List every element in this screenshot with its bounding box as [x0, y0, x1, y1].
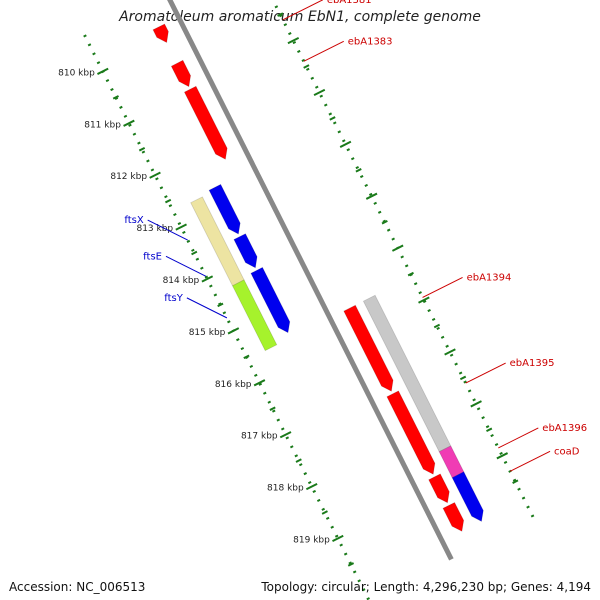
- gene-label-ftsX: ftsX: [124, 215, 143, 226]
- tick-mark: [295, 458, 302, 463]
- tick-label-6: 816 kbp: [215, 380, 252, 390]
- tick-mark: [287, 36, 300, 45]
- label-leader-1: [303, 40, 344, 62]
- tick-mark: [321, 510, 328, 515]
- gene-label-ftsY: ftsY: [164, 293, 183, 304]
- tick-mark: [418, 296, 430, 304]
- tick-mark: [347, 562, 355, 567]
- label-leader-4: [186, 297, 228, 319]
- tick-mark: [305, 482, 318, 491]
- tick-mark: [355, 168, 362, 173]
- tick-label-3: 813 kbp: [136, 224, 173, 234]
- tick-label-4: 814 kbp: [163, 276, 200, 286]
- tick-mark: [407, 271, 414, 277]
- label-leader-8: [509, 450, 551, 472]
- tick-mark: [269, 406, 276, 411]
- tick-mark: [339, 140, 352, 148]
- gene-feature-ebA1396: [428, 473, 450, 504]
- gene-label-ftsE: ftsE: [143, 251, 162, 262]
- gene-feature-ebA1383: [183, 85, 228, 160]
- accession-text: Accession: NC_006513: [9, 580, 146, 594]
- tick-mark: [303, 64, 310, 69]
- genome-backbone: [167, 0, 454, 561]
- tick-mark: [313, 88, 326, 97]
- gene-feature-ebA1394: [343, 304, 394, 392]
- tick-mark: [470, 400, 482, 408]
- label-leader-5: [422, 277, 463, 298]
- gene-label-ebA1396: ebA1396: [542, 423, 587, 434]
- tick-mark: [381, 219, 388, 225]
- label-group: ebA1381 ebA1383 ftsX ftsE ftsY ebA1394 ebA1395…: [124, 0, 587, 472]
- tick-mark: [512, 479, 519, 484]
- tick-label-1: 811 kbp: [84, 120, 121, 130]
- tick-label-2: 812 kbp: [110, 172, 147, 182]
- gene-label-ebA1381: ebA1381: [327, 0, 372, 6]
- ruler-group: [83, 0, 535, 600]
- tick-mark: [217, 302, 224, 308]
- topology-text: Topology: circular; Length: 4,296,230 bp…: [261, 580, 591, 594]
- gene-feature-ebA1381: [170, 59, 192, 88]
- tick-group: 810 kbp 811 kbp 812 kbp 813 kbp 814 kbp 815 k…: [58, 12, 519, 567]
- tick-mark: [123, 119, 135, 127]
- gene-feature-ftsE: [233, 233, 258, 269]
- tick-mark: [227, 327, 240, 335]
- tick-mark: [279, 431, 292, 439]
- map-title: Aromatoleum aromaticum EbN1, complete ge…: [119, 9, 481, 25]
- tick-mark: [149, 171, 161, 179]
- tick-mark: [433, 323, 441, 329]
- tick-label-8: 818 kbp: [267, 484, 304, 494]
- tick-label-7: 817 kbp: [241, 432, 278, 442]
- label-leader-7: [498, 427, 539, 449]
- gene-feature-ebA1395: [386, 390, 436, 475]
- tick-mark: [277, 12, 284, 17]
- tick-mark: [243, 354, 250, 360]
- tick-label-0: 810 kbp: [58, 68, 95, 78]
- label-leader-0: [282, 0, 324, 21]
- tick-mark: [496, 452, 509, 460]
- tick-mark: [365, 192, 378, 200]
- gene-feature-unnamed-7: [231, 279, 278, 352]
- tick-mark: [329, 116, 336, 121]
- tick-mark: [332, 534, 344, 543]
- gene-feature-unnamed-0: [152, 23, 169, 44]
- label-leader-3: [165, 255, 207, 277]
- tick-mark: [164, 198, 172, 204]
- label-leader-6: [465, 362, 506, 384]
- tick-label-9: 819 kbp: [293, 535, 330, 545]
- tick-mark: [486, 427, 493, 433]
- gene-feature-ftsY: [250, 266, 291, 334]
- tick-mark: [97, 67, 109, 75]
- gene-feature-unnamed-14: [451, 471, 484, 523]
- tick-mark: [391, 244, 404, 252]
- tick-mark: [112, 95, 120, 100]
- gene-label-ebA1383: ebA1383: [348, 36, 393, 47]
- tick-label-5: 815 kbp: [189, 328, 226, 338]
- tick-mark: [459, 375, 467, 381]
- tick-mark: [444, 348, 456, 356]
- tick-mark: [253, 379, 266, 387]
- gene-label-coaD: coaD: [554, 446, 580, 457]
- gene-label-ebA1395: ebA1395: [510, 358, 555, 369]
- tick-mark: [201, 275, 214, 283]
- label-leader-2: [147, 219, 188, 241]
- gene-group: [152, 23, 484, 532]
- gene-feature-coaD: [442, 501, 465, 532]
- tick-mark: [138, 146, 146, 152]
- gene-feature-ftsX: [208, 183, 241, 235]
- tick-mark: [191, 250, 198, 256]
- tick-mark: [175, 223, 187, 231]
- gene-label-ebA1394: ebA1394: [467, 272, 512, 283]
- backbone-group: [167, 0, 454, 561]
- gene-feature-unnamed-13: [438, 445, 465, 479]
